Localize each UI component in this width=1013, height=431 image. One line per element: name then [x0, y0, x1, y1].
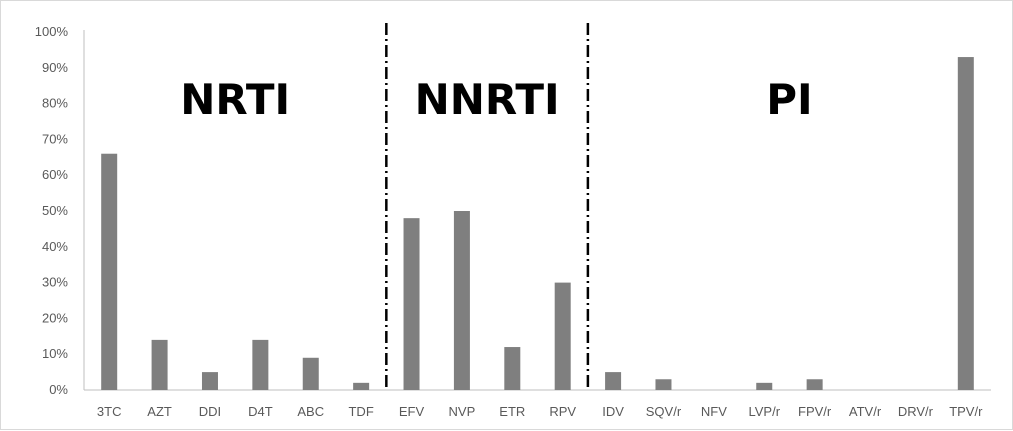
- y-tick-label: 30%: [42, 275, 68, 290]
- x-tick-label: DRV/r: [898, 404, 934, 419]
- bar: [453, 211, 470, 390]
- x-tick-label: LVP/r: [748, 404, 780, 419]
- x-tick-label: ABC: [297, 404, 324, 419]
- x-tick-label: TDF: [348, 404, 373, 419]
- x-tick-label: ATV/r: [849, 404, 882, 419]
- axes: [83, 30, 991, 391]
- bar: [201, 372, 218, 390]
- y-tick-label: 80%: [42, 96, 68, 111]
- y-tick-label: 90%: [42, 60, 68, 75]
- x-tick-label: AZT: [147, 404, 172, 419]
- x-tick-label: DDI: [199, 404, 221, 419]
- bar: [504, 347, 521, 390]
- y-tick-labels: 0% 10% 20% 30% 40% 50% 60% 70% 80% 90% 100%: [35, 24, 69, 397]
- bar: [806, 379, 823, 390]
- bar: [403, 218, 420, 390]
- y-tick-label: 10%: [42, 346, 68, 361]
- bars: [101, 57, 974, 391]
- bar: [353, 382, 370, 390]
- bar: [302, 357, 319, 390]
- bar: [151, 339, 168, 390]
- bar: [605, 372, 622, 390]
- bar: [655, 379, 672, 390]
- bar: [252, 339, 269, 390]
- x-tick-label: EFV: [399, 404, 425, 419]
- x-tick-label: RPV: [549, 404, 576, 419]
- group-label: NRTI: [180, 75, 290, 124]
- x-tick-label: SQV/r: [646, 404, 682, 419]
- bar: [957, 57, 974, 391]
- x-tick-label: NFV: [701, 404, 727, 419]
- group-dividers: [385, 23, 590, 390]
- x-tick-labels: 3TC AZT DDI D4T ABC TDF EFV NVP ETR RPV IDV SQV/r NF…: [97, 404, 983, 419]
- y-tick-label: 50%: [42, 203, 68, 218]
- y-tick-label: 40%: [42, 239, 68, 254]
- x-tick-label: 3TC: [97, 404, 122, 419]
- y-tick-label: 20%: [42, 310, 68, 325]
- x-tick-label: NVP: [449, 404, 476, 419]
- y-tick-label: 100%: [35, 24, 69, 39]
- x-tick-label: IDV: [602, 404, 624, 419]
- bar: [101, 153, 118, 390]
- y-tick-label: 60%: [42, 167, 68, 182]
- x-tick-label: ETR: [499, 404, 525, 419]
- y-tick-label: 70%: [42, 131, 68, 146]
- x-tick-label: TPV/r: [949, 404, 983, 419]
- bar: [756, 382, 773, 390]
- group-label: NNRTI: [415, 75, 560, 124]
- y-tick-label: 0%: [49, 382, 68, 397]
- x-tick-label: FPV/r: [798, 404, 832, 419]
- group-label: PI: [766, 75, 812, 124]
- group-labels: NRTI NNRTI PI: [180, 75, 812, 124]
- x-tick-label: D4T: [248, 404, 273, 419]
- bar: [554, 282, 571, 390]
